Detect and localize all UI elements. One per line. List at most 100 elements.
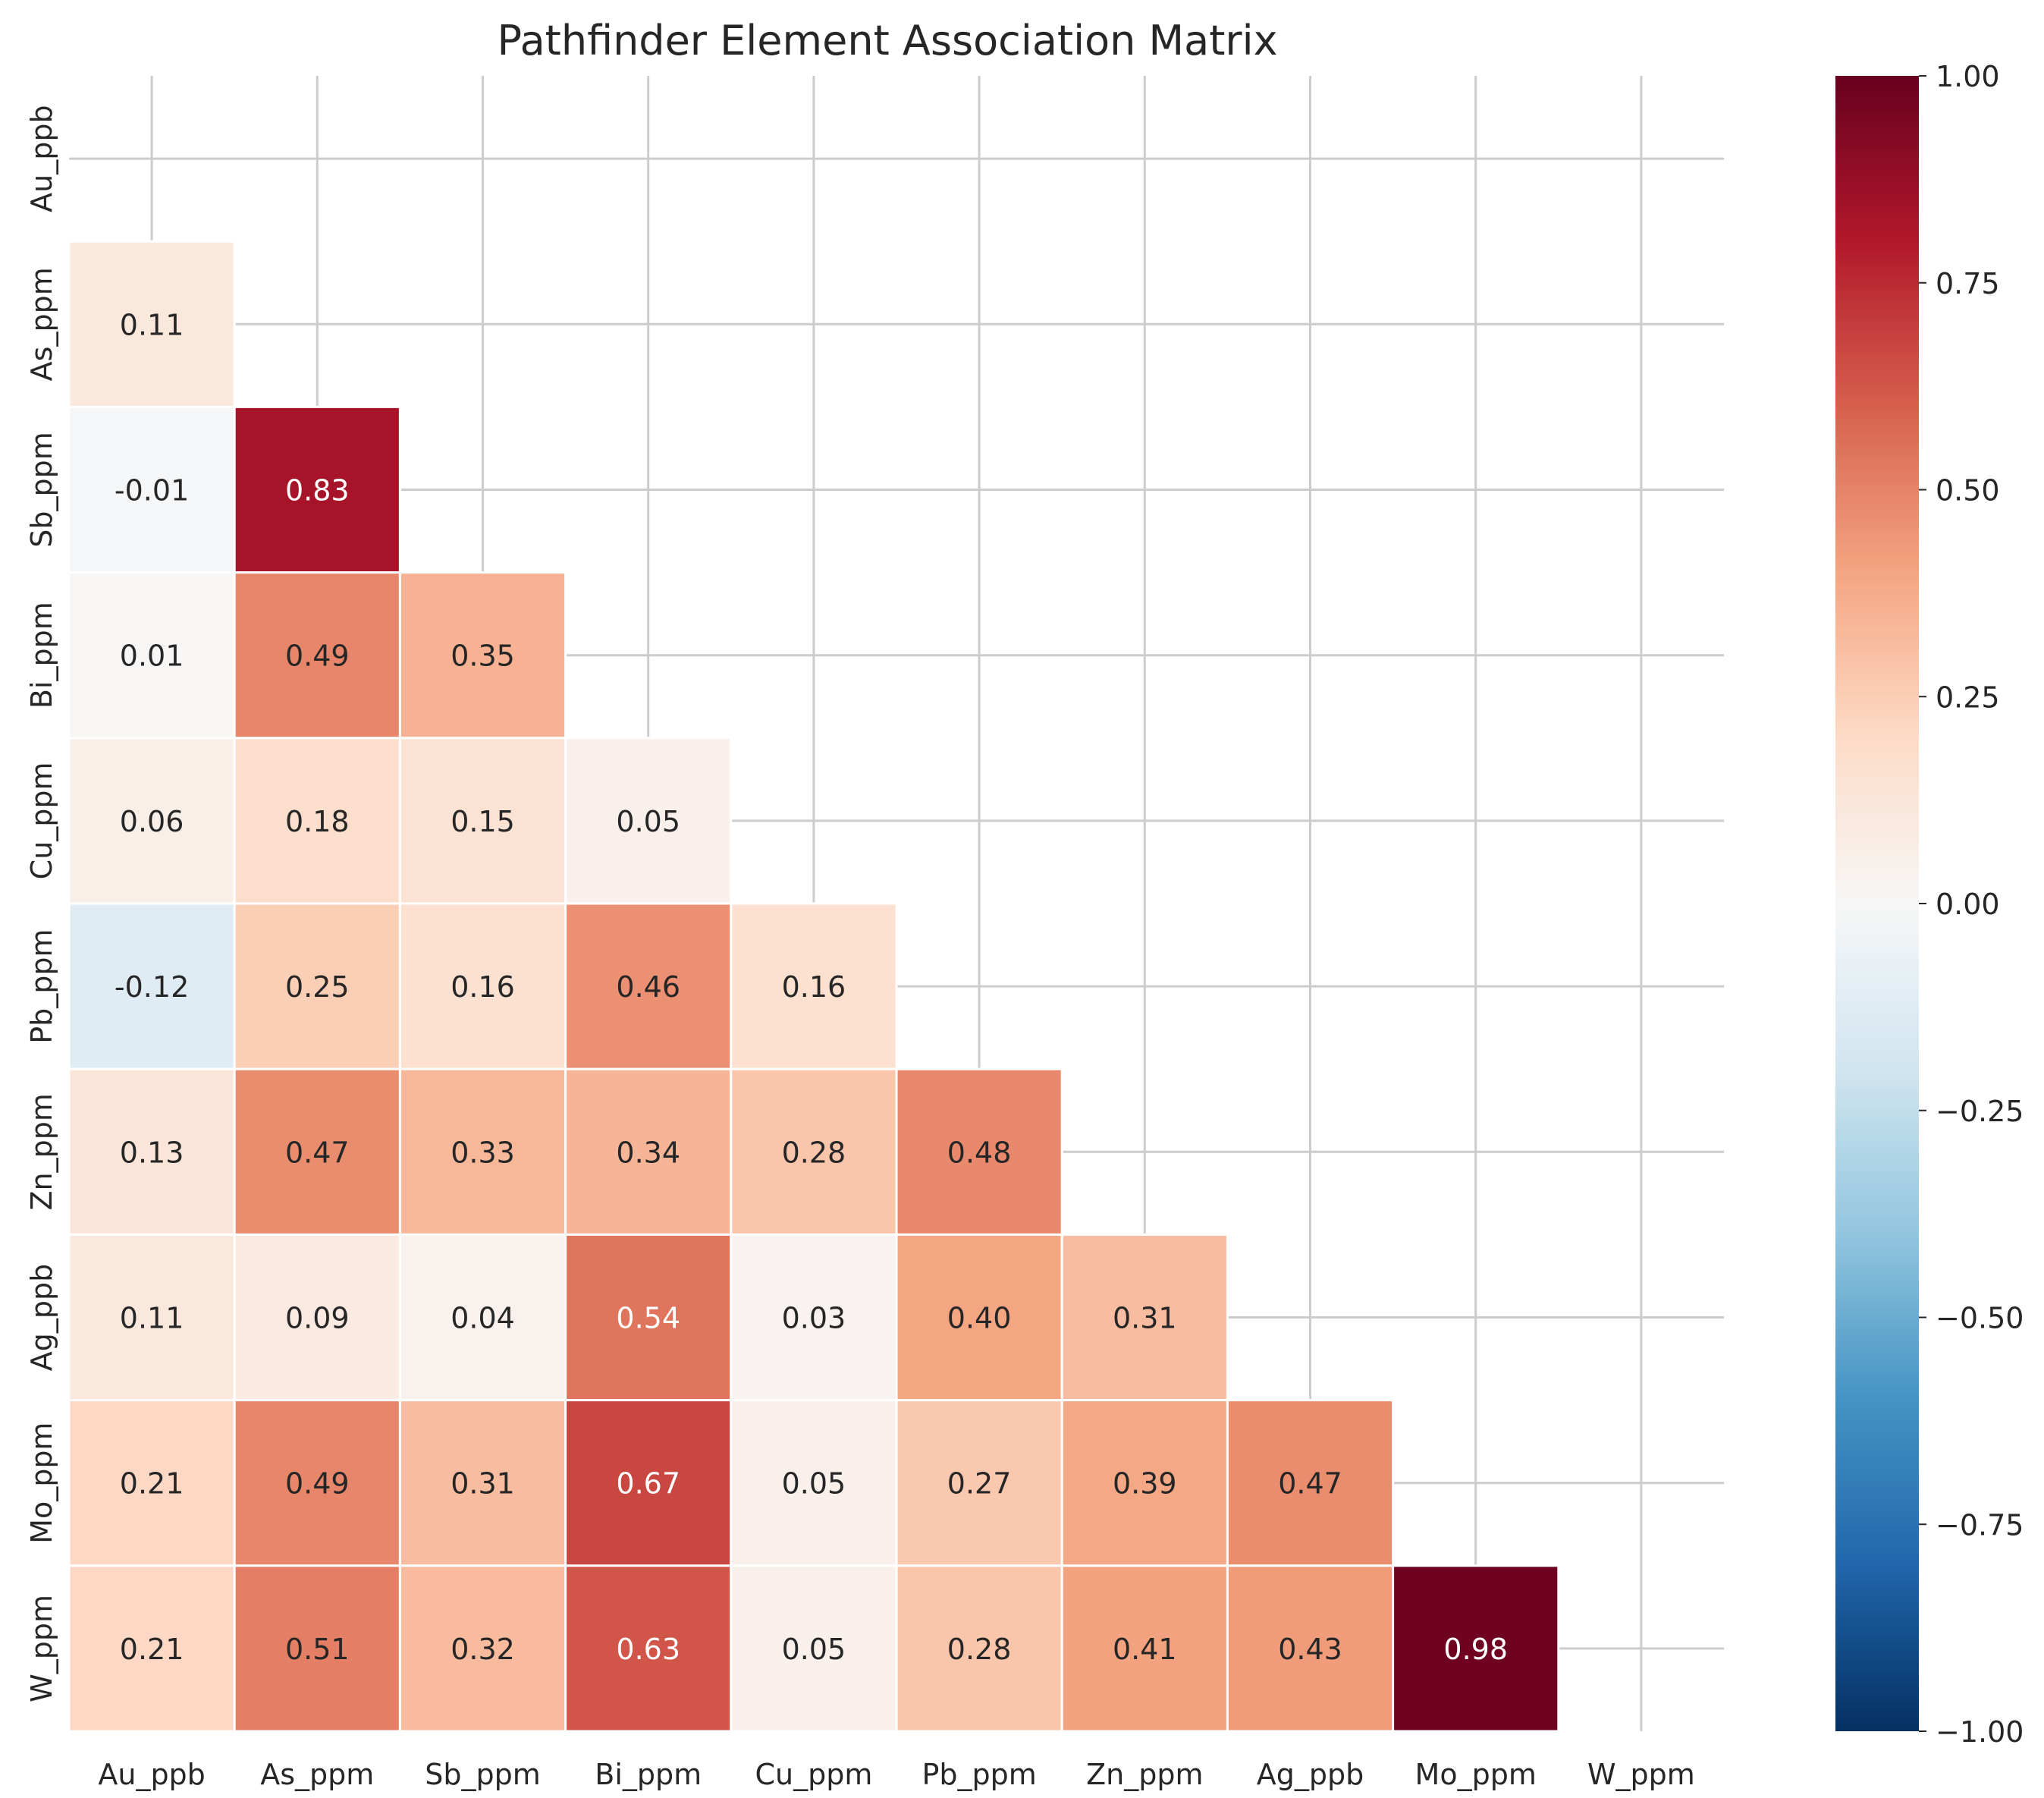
x-tick-label: Sb_ppm bbox=[425, 1758, 541, 1791]
cell-value-label: 0.31 bbox=[451, 1467, 515, 1501]
cell-value-label: 0.31 bbox=[1113, 1302, 1177, 1335]
heatmap-cell bbox=[564, 1564, 733, 1733]
colorbar-tick-label: 0.00 bbox=[1936, 888, 2000, 921]
heatmap-cell bbox=[730, 902, 898, 1070]
heatmap-cell bbox=[895, 1233, 1063, 1402]
y-tick-label: Mo_ppm bbox=[25, 1422, 58, 1544]
cell-value-label: 0.47 bbox=[285, 1136, 350, 1169]
colorbar-tick-label: 0.25 bbox=[1936, 681, 2000, 714]
heatmap-cell bbox=[68, 1564, 236, 1733]
heatmap-cell bbox=[68, 737, 236, 905]
heatmap-cells: 0.11 -0.01 0.83 0.01 0.49 0.35 0.06 0.18 0.15 0.0… bbox=[68, 240, 1560, 1733]
cell-value-label: 0.51 bbox=[285, 1633, 350, 1666]
y-tick-label: Ag_ppb bbox=[25, 1264, 58, 1371]
heatmap-cell bbox=[398, 737, 567, 905]
heatmap-cell bbox=[1060, 1564, 1229, 1733]
heatmap-cell bbox=[68, 405, 236, 574]
heatmap-cell bbox=[233, 1067, 401, 1236]
y-tick-labels: Au_ppb As_ppm Sb_ppm Bi_ppm Cu_ppm Pb_ppm Zn_p… bbox=[25, 105, 58, 1702]
x-tick-label: Bi_ppm bbox=[595, 1758, 702, 1791]
heatmap-cell bbox=[564, 1233, 733, 1402]
y-tick-label: Zn_ppm bbox=[25, 1093, 58, 1210]
chart-title: Pathfinder Element Association Matrix bbox=[497, 17, 1277, 64]
colorbar-tick-label: −1.00 bbox=[1936, 1715, 2024, 1749]
cell-value-label: 0.32 bbox=[451, 1633, 515, 1666]
x-tick-label: W_ppm bbox=[1587, 1758, 1695, 1791]
heatmap-cell bbox=[68, 1067, 236, 1236]
colorbar-tick-label: 0.50 bbox=[1936, 474, 2000, 508]
cell-value-label: 0.49 bbox=[285, 640, 350, 673]
cell-value-label: 0.06 bbox=[120, 805, 184, 838]
y-tick-label: Pb_ppm bbox=[25, 929, 58, 1043]
heatmap-cell bbox=[1060, 1399, 1229, 1567]
cell-value-label: 0.21 bbox=[120, 1467, 184, 1501]
cell-value-label: 0.05 bbox=[616, 805, 680, 838]
cell-value-label: 0.49 bbox=[285, 1467, 350, 1501]
colorbar bbox=[1835, 76, 1919, 1731]
cell-value-label: 0.01 bbox=[120, 640, 184, 673]
y-tick-label: W_ppm bbox=[25, 1595, 58, 1702]
cell-value-label: 0.15 bbox=[451, 805, 515, 838]
heatmap-cell bbox=[233, 902, 401, 1070]
heatmap-cell bbox=[730, 1233, 898, 1402]
heatmap-cell bbox=[68, 240, 236, 408]
x-tick-label: Mo_ppm bbox=[1415, 1758, 1537, 1791]
cell-value-label: 0.18 bbox=[285, 805, 350, 838]
cell-value-label: 0.63 bbox=[616, 1633, 680, 1666]
heatmap-cell bbox=[233, 571, 401, 740]
cell-value-label: 0.16 bbox=[782, 970, 846, 1004]
x-tick-label: Ag_ppb bbox=[1257, 1758, 1364, 1791]
cell-value-label: 0.05 bbox=[782, 1633, 846, 1666]
y-tick-label: Au_ppb bbox=[25, 105, 58, 212]
cell-value-label: 0.41 bbox=[1113, 1633, 1177, 1666]
heatmap-cell bbox=[233, 1233, 401, 1402]
cell-value-label: 0.46 bbox=[616, 970, 680, 1004]
x-tick-label: As_ppm bbox=[260, 1758, 374, 1791]
heatmap-cell bbox=[398, 571, 567, 740]
y-tick-label: As_ppm bbox=[25, 267, 58, 381]
y-tick-label: Cu_ppm bbox=[25, 762, 58, 879]
heatmap-cell bbox=[730, 1067, 898, 1236]
heatmap-cell bbox=[1226, 1564, 1395, 1733]
cell-value-label: 0.47 bbox=[1278, 1467, 1342, 1501]
colorbar-tick-label: 1.00 bbox=[1936, 60, 2000, 93]
heatmap-cell bbox=[1392, 1564, 1560, 1733]
cell-value-label: 0.48 bbox=[947, 1136, 1012, 1169]
heatmap-cell bbox=[564, 737, 733, 905]
colorbar-tick-labels: 1.00 0.75 0.50 0.25 0.00 −0.25 −0.50 −0.75 −1.00 bbox=[1919, 60, 2024, 1749]
heatmap-cell bbox=[895, 1067, 1063, 1236]
cell-value-label: 0.27 bbox=[947, 1467, 1012, 1501]
heatmap-cell bbox=[398, 1564, 567, 1733]
cell-value-label: 0.09 bbox=[285, 1302, 350, 1335]
cell-value-label: 0.28 bbox=[782, 1136, 846, 1169]
cell-value-label: 0.11 bbox=[120, 1302, 184, 1335]
cell-value-label: 0.21 bbox=[120, 1633, 184, 1666]
heatmap-cell bbox=[68, 902, 236, 1070]
cell-value-label: -0.01 bbox=[115, 474, 189, 508]
heatmap-cell bbox=[730, 1399, 898, 1567]
y-tick-label: Bi_ppm bbox=[25, 602, 58, 709]
cell-value-label: 0.28 bbox=[947, 1633, 1012, 1666]
cell-value-label: -0.12 bbox=[115, 970, 189, 1004]
colorbar-tick-label: −0.25 bbox=[1936, 1095, 2024, 1128]
colorbar-tick-label: 0.75 bbox=[1936, 267, 2000, 300]
colorbar-tick-label: −0.75 bbox=[1936, 1508, 2024, 1542]
heatmap-cell bbox=[233, 737, 401, 905]
cell-value-label: 0.16 bbox=[451, 970, 515, 1004]
x-tick-label: Zn_ppm bbox=[1086, 1758, 1203, 1791]
cell-value-label: 0.40 bbox=[947, 1302, 1012, 1335]
cell-value-label: 0.83 bbox=[285, 474, 350, 508]
heatmap-cell bbox=[233, 1399, 401, 1567]
cell-value-label: 0.25 bbox=[285, 970, 350, 1004]
cell-value-label: 0.67 bbox=[616, 1467, 680, 1501]
cell-value-label: 0.54 bbox=[616, 1302, 680, 1335]
cell-value-label: 0.33 bbox=[451, 1136, 515, 1169]
heatmap-cell bbox=[68, 1233, 236, 1402]
x-tick-label: Au_ppb bbox=[98, 1758, 205, 1791]
cell-value-label: 0.11 bbox=[120, 308, 184, 341]
cell-value-label: 0.13 bbox=[120, 1136, 184, 1169]
heatmap-cell bbox=[398, 1067, 567, 1236]
y-tick-label: Sb_ppm bbox=[25, 432, 58, 548]
heatmap-cell bbox=[398, 1399, 567, 1567]
